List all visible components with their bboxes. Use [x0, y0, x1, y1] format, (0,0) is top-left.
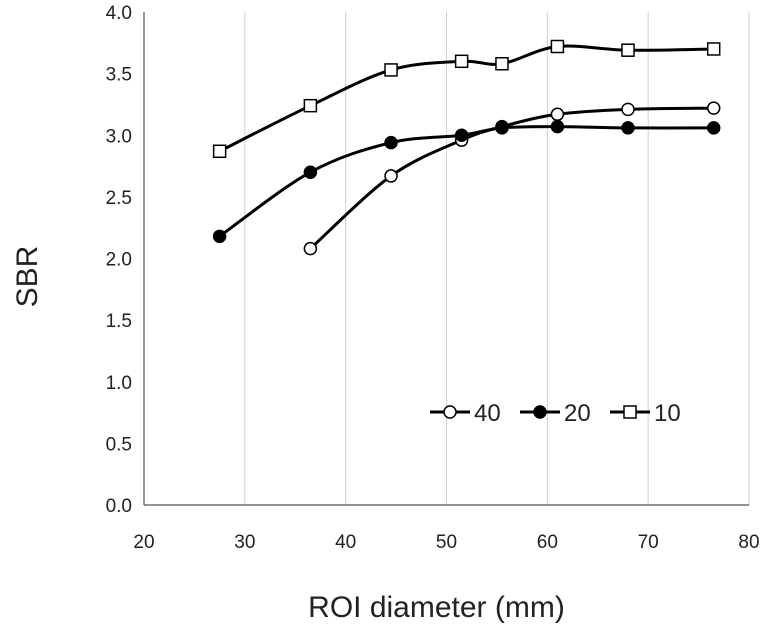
y-tick-label: 3.0 [106, 126, 132, 147]
legend-label: 10 [654, 400, 681, 427]
data-point-10 [551, 41, 563, 53]
y-tick-label: 0.0 [106, 496, 132, 517]
x-tick-label: 30 [234, 532, 255, 553]
legend-label: 40 [474, 400, 501, 427]
data-point-10 [708, 43, 720, 55]
y-tick-label: 3.5 [106, 65, 132, 86]
y-tick-label: 1.0 [106, 373, 132, 394]
data-point-20 [304, 166, 316, 178]
data-point-20 [214, 230, 226, 242]
x-tick-label: 70 [638, 532, 659, 553]
y-tick-label: 2.5 [106, 188, 132, 209]
x-tick-label: 60 [537, 532, 558, 553]
legend-marker [444, 406, 456, 418]
legend-marker [624, 406, 636, 418]
data-point-20 [456, 129, 468, 141]
data-point-40 [551, 108, 563, 120]
x-tick-label: 80 [738, 532, 759, 553]
data-point-10 [214, 145, 226, 157]
y-axis-title: SBR [11, 246, 44, 308]
y-tick-label: 2.0 [106, 250, 132, 271]
series-lines [220, 46, 714, 249]
y-tick-label: 1.5 [106, 311, 132, 332]
y-tick-label: 0.5 [106, 434, 132, 455]
x-axis-title: ROI diameter (mm) [308, 591, 565, 624]
legend-entry-20: 20 [520, 400, 591, 427]
data-point-10 [496, 58, 508, 70]
data-point-20 [385, 137, 397, 149]
data-point-10 [304, 100, 316, 112]
data-point-10 [385, 64, 397, 76]
data-point-20 [622, 122, 634, 134]
legend: 40 20 10 [430, 400, 681, 427]
data-point-40 [304, 243, 316, 255]
y-tick-label: 4.0 [106, 3, 132, 24]
legend-marker [534, 406, 546, 418]
x-tick-label: 20 [133, 532, 154, 553]
data-point-40 [708, 102, 720, 114]
series-markers [214, 41, 720, 255]
x-tick-label: 40 [335, 532, 356, 553]
legend-entry-40: 40 [430, 400, 501, 427]
x-tick-label: 50 [436, 532, 457, 553]
data-point-20 [708, 122, 720, 134]
tick-labels: 20 30 40 50 60 70 80 0.0 0.5 1.0 1.5 2.0 2.5 3.0 3.5 4.… [106, 3, 760, 553]
legend-entry-10: 10 [610, 400, 681, 427]
data-point-10 [622, 44, 634, 56]
data-point-40 [622, 103, 634, 115]
data-point-10 [456, 55, 468, 67]
legend-label: 20 [564, 400, 591, 427]
data-point-20 [551, 121, 563, 133]
data-point-20 [496, 122, 508, 134]
data-point-40 [385, 170, 397, 182]
gridlines [245, 12, 749, 505]
